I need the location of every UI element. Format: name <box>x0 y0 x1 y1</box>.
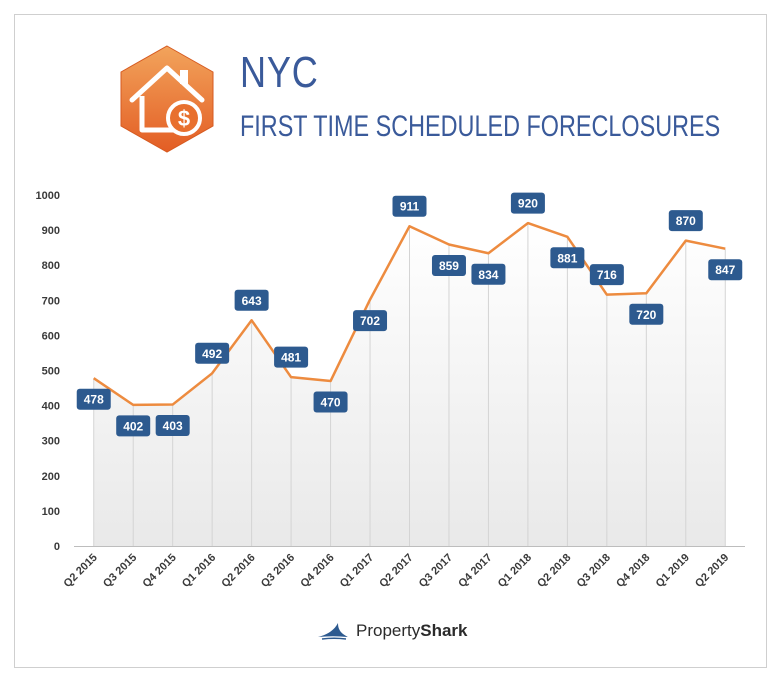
x-tick-label: Q3 2016 <box>259 552 297 590</box>
shark-fin-icon <box>318 623 348 640</box>
data-label: 911 <box>400 200 420 214</box>
x-tick-label: Q1 2019 <box>654 552 692 590</box>
data-label-box <box>708 259 743 281</box>
data-label-box <box>76 388 111 410</box>
y-tick-label: 500 <box>42 366 60 378</box>
data-label-box <box>116 415 151 437</box>
brand-logo: PropertyShark <box>316 620 468 642</box>
data-label: 478 <box>84 393 104 407</box>
data-label-box <box>234 289 269 311</box>
x-tick-label: Q2 2019 <box>693 552 731 590</box>
x-tick-label: Q1 2018 <box>496 552 534 590</box>
data-label: 643 <box>242 294 262 308</box>
x-tick-label: Q2 2018 <box>535 552 573 590</box>
y-tick-label: 900 <box>42 225 60 237</box>
x-tick-label: Q4 2017 <box>456 552 494 590</box>
data-label-box <box>589 264 624 286</box>
data-label-box <box>313 391 348 413</box>
data-label: 402 <box>123 419 143 433</box>
y-tick-label: 0 <box>54 541 60 553</box>
brand-prefix: Property <box>356 621 421 640</box>
x-tick-label: Q4 2016 <box>298 552 336 590</box>
x-tick-label: Q2 2015 <box>62 552 100 590</box>
data-label-box <box>629 303 664 325</box>
x-tick-label: Q4 2015 <box>140 552 178 590</box>
data-label: 920 <box>518 197 538 211</box>
data-label-box <box>392 195 427 217</box>
x-tick-label: Q4 2018 <box>614 552 652 590</box>
x-tick-label: Q3 2015 <box>101 552 139 590</box>
y-tick-label: 800 <box>42 260 60 272</box>
data-label: 870 <box>676 214 696 228</box>
y-tick-label: 100 <box>42 506 60 518</box>
x-tick-label: Q2 2016 <box>219 552 257 590</box>
data-label: 847 <box>715 263 735 277</box>
page-title: NYC <box>240 48 319 97</box>
y-tick-label: 300 <box>42 436 60 448</box>
data-label: 403 <box>163 419 183 433</box>
y-tick-label: 200 <box>42 471 60 483</box>
y-tick-label: 400 <box>42 401 60 413</box>
data-label: 492 <box>202 347 222 361</box>
data-label: 859 <box>439 259 459 273</box>
y-tick-label: 700 <box>42 295 60 307</box>
data-label: 470 <box>321 396 341 410</box>
x-tick-label: Q1 2016 <box>180 552 218 590</box>
series-line <box>93 221 726 407</box>
data-label: 481 <box>281 351 301 365</box>
y-tick-label: 600 <box>42 330 60 342</box>
brand-name: PropertyShark <box>356 621 468 641</box>
x-tick-label: Q2 2017 <box>377 552 415 590</box>
x-tick-label: Q1 2017 <box>338 552 376 590</box>
svg-text:$: $ <box>178 106 190 131</box>
data-label-box <box>353 310 388 332</box>
house-dollar-icon: $ <box>120 45 214 153</box>
data-label-box <box>195 342 230 364</box>
data-label: 881 <box>557 251 577 265</box>
data-label-box <box>431 254 466 276</box>
data-label-box <box>510 192 545 214</box>
brand-suffix: Shark <box>420 621 468 640</box>
x-tick-label: Q3 2018 <box>575 552 613 590</box>
y-tick-label: 1000 <box>36 190 60 202</box>
page-subtitle: FIRST TIME SCHEDULED FORECLOSURES <box>240 110 721 143</box>
data-label-box <box>550 247 585 269</box>
data-label: 702 <box>360 314 380 328</box>
data-label: 720 <box>636 308 656 322</box>
data-label-box <box>274 346 309 368</box>
data-label: 716 <box>597 268 617 282</box>
data-label-box <box>668 210 703 232</box>
data-label-box <box>471 263 506 285</box>
x-tick-label: Q3 2017 <box>417 552 455 590</box>
data-label: 834 <box>478 268 498 282</box>
data-label-box <box>155 415 190 437</box>
